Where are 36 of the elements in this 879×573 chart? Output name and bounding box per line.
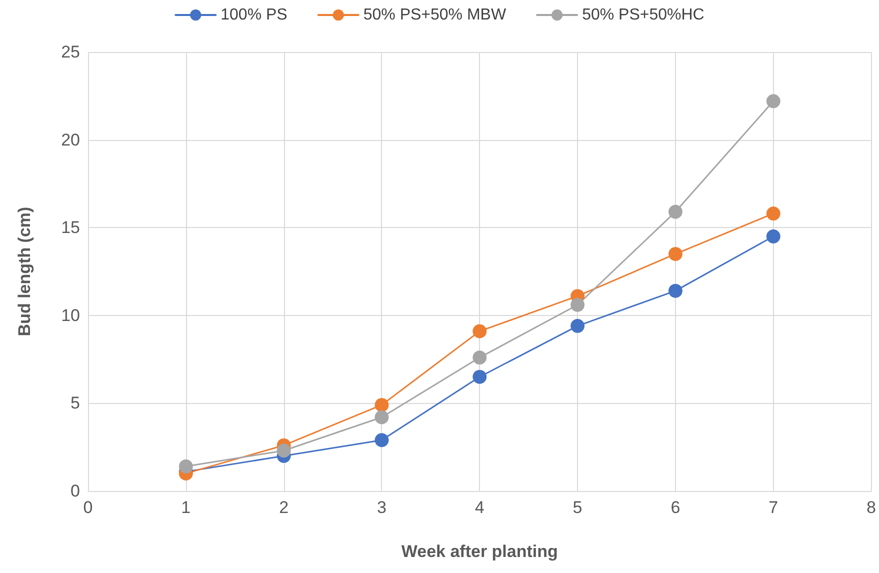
legend-label: 100% PS [220, 6, 288, 24]
x-tick-label: 5 [572, 498, 582, 517]
y-tick-label: 25 [61, 42, 80, 62]
point [472, 324, 487, 338]
y-axis-title: Bud length (cm) [15, 206, 34, 336]
point [472, 370, 487, 384]
y-tick-label: 5 [70, 394, 80, 413]
point [668, 284, 682, 298]
x-tick-label: 6 [670, 498, 680, 517]
point [374, 410, 389, 424]
y-tick-label: 0 [70, 482, 80, 500]
point [374, 433, 389, 448]
point [766, 94, 780, 108]
point [472, 350, 487, 365]
x-tick-label: 1 [181, 498, 191, 517]
point [766, 206, 780, 221]
x-tick-label: 8 [866, 498, 876, 517]
legend-label: 50% PS+50% MBW [363, 6, 507, 24]
y-tick-label: 15 [61, 218, 80, 238]
point [668, 204, 682, 219]
point [178, 459, 193, 474]
point [374, 398, 389, 412]
point [276, 444, 291, 458]
point [570, 318, 585, 333]
x-tick-label: 4 [474, 498, 484, 517]
x-tick-label: 3 [376, 498, 386, 517]
point [668, 246, 682, 261]
y-tick-label: 20 [61, 130, 80, 150]
x-tick-label: 7 [768, 498, 778, 517]
point [766, 229, 780, 244]
point [570, 298, 585, 312]
x-tick-label: 2 [279, 498, 289, 517]
x-axis-title: Week after planting [401, 542, 558, 561]
y-tick-label: 10 [61, 306, 80, 325]
x-tick-label: 0 [83, 498, 93, 517]
legend-label: 50% PS+50%HC [582, 6, 704, 24]
